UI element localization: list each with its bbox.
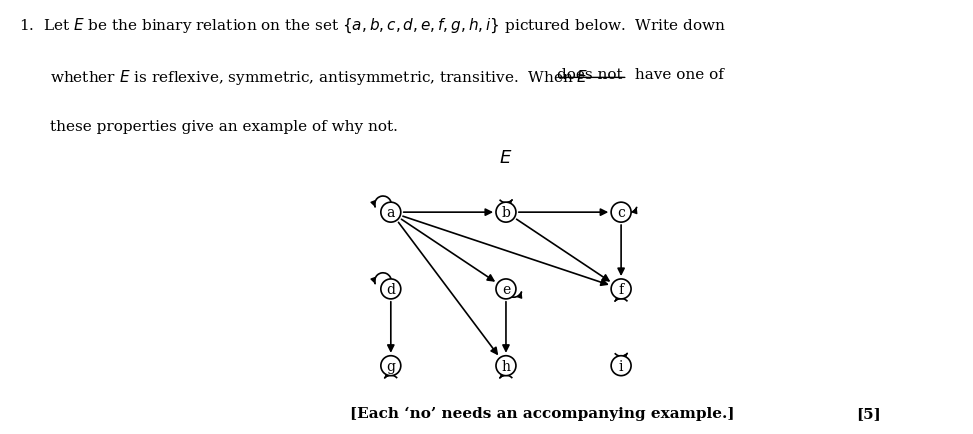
Text: these properties give an example of why not.: these properties give an example of why … [50, 120, 398, 134]
Text: 1.  Let $E$ be the binary relation on the set $\{a,b,c,d,e,f,g,h,i\}$ pictured b: 1. Let $E$ be the binary relation on the… [19, 16, 727, 35]
Text: f: f [619, 282, 624, 296]
Text: b: b [501, 206, 511, 220]
Text: a: a [386, 206, 395, 220]
Circle shape [496, 203, 516, 223]
Text: [Each ‘no’ needs an accompanying example.]: [Each ‘no’ needs an accompanying example… [350, 406, 735, 420]
Circle shape [496, 279, 516, 299]
Circle shape [496, 356, 516, 376]
Text: [5]: [5] [856, 406, 881, 420]
Circle shape [380, 356, 401, 376]
Text: whether $E$ is reflexive, symmetric, antisymmetric, transitive.  When $E$: whether $E$ is reflexive, symmetric, ant… [50, 68, 589, 87]
Text: $E$: $E$ [499, 148, 513, 167]
Circle shape [611, 203, 631, 223]
Text: does not: does not [558, 68, 623, 82]
Text: i: i [619, 359, 624, 373]
Circle shape [380, 203, 401, 223]
Text: g: g [386, 359, 395, 373]
Text: d: d [386, 282, 395, 296]
Circle shape [611, 356, 631, 376]
Circle shape [611, 279, 631, 299]
Text: h: h [501, 359, 511, 373]
Text: e: e [502, 282, 510, 296]
Text: c: c [617, 206, 625, 220]
Text: have one of: have one of [630, 68, 723, 82]
Circle shape [380, 279, 401, 299]
